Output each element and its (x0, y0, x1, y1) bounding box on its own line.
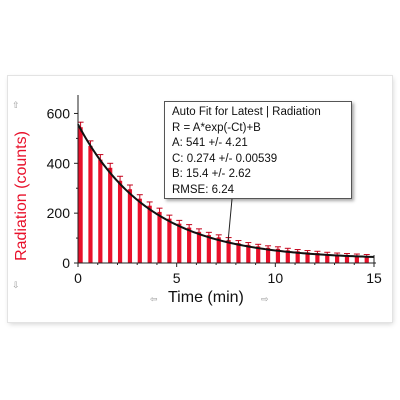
fit-curve (77, 123, 375, 258)
fit-param-c: C: 0.274 +/- 0.00539 (172, 152, 278, 165)
x-tick-label: 10 (268, 270, 284, 286)
bar (364, 256, 369, 263)
bar (305, 252, 310, 263)
y-tick-label: 600 (47, 105, 71, 121)
bar (147, 205, 152, 263)
bar (196, 231, 202, 263)
bar (285, 250, 290, 263)
bar (78, 127, 83, 264)
fit-rmse: RMSE: 6.24 (172, 183, 234, 196)
bar (246, 244, 251, 263)
bar (265, 247, 271, 263)
bar (137, 198, 142, 263)
bar (177, 223, 182, 263)
fit-title: Auto Fit for Latest | Radiation (172, 106, 321, 118)
fit-param-a: A: 541 +/- 4.21 (172, 137, 248, 149)
bar (236, 243, 241, 263)
fit-leader-line (227, 198, 233, 243)
fit-param-b: B: 15.4 +/- 2.62 (172, 168, 251, 180)
bar (206, 235, 211, 263)
bar (216, 237, 221, 263)
bar (344, 255, 350, 263)
y-axis-up-arrow-icon[interactable]: ⇧ (12, 100, 20, 110)
x-tick-label: 0 (74, 270, 82, 286)
x-tick-label: 5 (173, 270, 181, 286)
y-tick-label: 0 (62, 255, 70, 271)
bar (108, 167, 113, 263)
y-tick-label: 400 (47, 155, 71, 171)
bar (88, 145, 93, 263)
bar (335, 254, 340, 263)
bar (275, 248, 281, 263)
bar (98, 159, 103, 263)
bar (256, 246, 261, 263)
bar (157, 211, 162, 263)
bar (325, 254, 330, 263)
auto-fit-box[interactable]: Auto Fit for Latest | Radiation R = A*ex… (164, 101, 352, 199)
bar (127, 189, 133, 263)
x-tick-label: 15 (366, 270, 382, 286)
y-tick-label: 200 (47, 205, 71, 221)
bar (354, 255, 359, 263)
y-axis-down-arrow-icon[interactable]: ⇩ (12, 280, 20, 290)
x-axis-left-arrow-icon[interactable]: ⇦ (150, 294, 158, 304)
x-axis-label: Time (min) (168, 289, 244, 306)
x-axis-right-arrow-icon[interactable]: ⇨ (261, 294, 269, 304)
y-axis-label: Radiation (counts) (13, 131, 30, 261)
bar (315, 253, 320, 263)
bar (167, 218, 172, 263)
bar (117, 180, 123, 263)
fit-equation: R = A*exp(-Ct)+B (172, 121, 261, 134)
bar (226, 240, 231, 263)
bar (295, 251, 300, 263)
bar (187, 227, 192, 263)
